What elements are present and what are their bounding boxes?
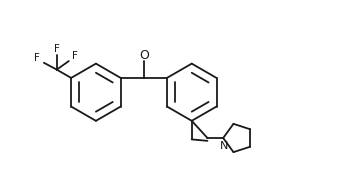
Text: N: N [220, 141, 228, 151]
Text: F: F [34, 53, 40, 63]
Text: F: F [54, 44, 60, 54]
Text: O: O [139, 49, 149, 62]
Text: F: F [72, 51, 78, 61]
